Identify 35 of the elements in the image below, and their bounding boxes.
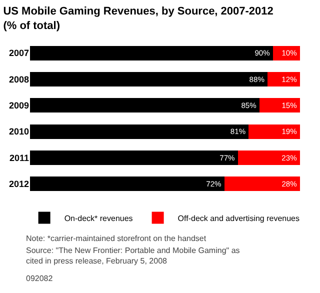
- text: Note: *carrier-maintained storefront on the handset: [26, 234, 207, 243]
- bar: [224, 176, 300, 192]
- legend-label: On-deck* revenues: [64, 214, 133, 223]
- text: 092082: [26, 274, 54, 283]
- legend-label: Off-deck and advertising revenues: [178, 214, 300, 223]
- bar: [238, 150, 300, 165]
- bar: [30, 176, 224, 192]
- bar: [259, 98, 300, 113]
- data-label: 23%: [282, 153, 298, 162]
- bar: [30, 46, 273, 60]
- data-label: 85%: [241, 100, 257, 110]
- bar: [30, 124, 249, 139]
- chart-title: US Mobile Gaming Revenues, by Source, 2007-2012 (% of total): [3, 6, 276, 32]
- data-label: 10%: [282, 48, 298, 58]
- data-label: 88%: [249, 74, 265, 84]
- data-label: 28%: [282, 179, 298, 188]
- y-tick-label: 2012: [8, 179, 29, 190]
- data-label: 15%: [282, 100, 298, 110]
- data-label: 81%: [230, 127, 246, 136]
- y-tick-label: 2011: [9, 152, 29, 163]
- bar: [30, 72, 268, 86]
- y-tick-label: 2009: [8, 100, 29, 111]
- y-tick-label: 2010: [8, 126, 29, 137]
- data-label: 72%: [206, 179, 222, 188]
- bar: [248, 124, 300, 139]
- data-label: 90%: [254, 48, 270, 58]
- source-note: Source: "The New Frontier: Portable and Mobile Gaming" as cited in press release, February 5, 2008: [26, 246, 240, 266]
- bar: [30, 98, 260, 113]
- data-label: 19%: [282, 127, 298, 136]
- data-label: 77%: [220, 153, 236, 162]
- bar: [30, 150, 238, 165]
- bar: [267, 72, 300, 86]
- data-label: 12%: [282, 74, 298, 84]
- y-tick-label: 2007: [8, 48, 29, 58]
- y-tick-label: 2008: [8, 74, 29, 84]
